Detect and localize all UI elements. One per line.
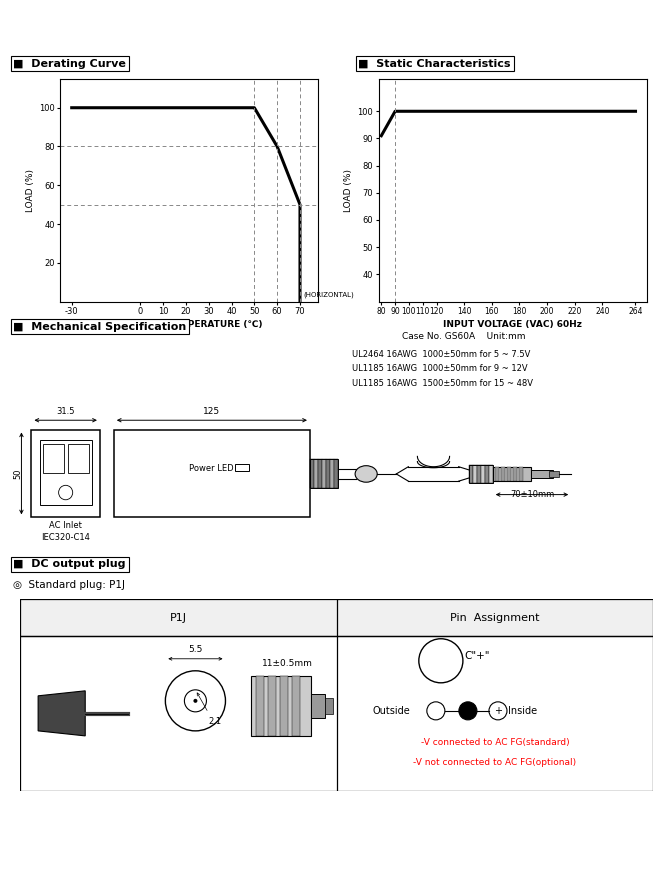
- Text: C"+": C"+": [464, 651, 489, 661]
- Bar: [513, 467, 517, 482]
- Bar: [469, 465, 473, 483]
- Bar: [234, 464, 249, 471]
- Text: 125: 125: [203, 407, 220, 416]
- Bar: [507, 467, 511, 482]
- Bar: [279, 676, 287, 736]
- Bar: [291, 676, 299, 736]
- Circle shape: [459, 702, 477, 720]
- Text: Power LED: Power LED: [190, 464, 234, 473]
- Bar: [31, 429, 100, 517]
- Text: +: +: [494, 706, 502, 716]
- Bar: [311, 694, 325, 718]
- Polygon shape: [38, 690, 85, 736]
- Text: AC Inlet
IEC320-C14: AC Inlet IEC320-C14: [42, 522, 90, 542]
- Bar: [314, 460, 318, 489]
- Bar: [531, 470, 553, 478]
- Text: Case No. GS60A    Unit:mm: Case No. GS60A Unit:mm: [402, 332, 525, 341]
- Text: -V not connected to AC FG(optional): -V not connected to AC FG(optional): [413, 759, 576, 767]
- Bar: [519, 467, 523, 482]
- Text: ■  Derating Curve: ■ Derating Curve: [13, 59, 126, 68]
- Circle shape: [194, 699, 198, 703]
- Text: UL1185 16AWG  1500±50mm for 15 ~ 48V: UL1185 16AWG 1500±50mm for 15 ~ 48V: [352, 379, 533, 388]
- Text: 50: 50: [13, 468, 22, 479]
- X-axis label: INPUT VOLTAGE (VAC) 60Hz: INPUT VOLTAGE (VAC) 60Hz: [443, 320, 582, 329]
- Text: 31.5: 31.5: [56, 407, 75, 416]
- Bar: [330, 460, 334, 489]
- Bar: [494, 467, 498, 482]
- Bar: [477, 465, 481, 483]
- Text: (HORIZONTAL): (HORIZONTAL): [304, 291, 354, 298]
- Bar: [473, 465, 477, 483]
- Bar: [318, 460, 322, 489]
- Text: UL1185 16AWG  1000±50mm for 9 ~ 12V: UL1185 16AWG 1000±50mm for 9 ~ 12V: [352, 364, 527, 373]
- Bar: [326, 460, 330, 489]
- Text: ■  Static Characteristics: ■ Static Characteristics: [358, 59, 511, 68]
- Bar: [43, 444, 64, 473]
- Text: P1J: P1J: [170, 613, 187, 622]
- Bar: [489, 465, 493, 483]
- Bar: [310, 460, 314, 489]
- Ellipse shape: [355, 466, 377, 482]
- Text: ◎  Standard plug: P1J: ◎ Standard plug: P1J: [13, 580, 125, 590]
- Bar: [469, 465, 493, 483]
- Bar: [549, 471, 559, 476]
- Text: -V connected to AC FG(standard): -V connected to AC FG(standard): [421, 739, 570, 747]
- Bar: [267, 676, 275, 736]
- Text: Pin  Assignment: Pin Assignment: [450, 613, 540, 622]
- Text: 2.1: 2.1: [208, 717, 222, 726]
- Text: ■  Mechanical Specification: ■ Mechanical Specification: [13, 322, 187, 331]
- Bar: [68, 444, 88, 473]
- X-axis label: AMBIENT TEMPERATURE (℃): AMBIENT TEMPERATURE (℃): [117, 320, 262, 329]
- Bar: [114, 429, 310, 517]
- Text: UL2464 16AWG  1000±50mm for 5 ~ 7.5V: UL2464 16AWG 1000±50mm for 5 ~ 7.5V: [352, 350, 530, 358]
- Circle shape: [427, 702, 445, 720]
- Bar: [493, 467, 531, 482]
- Text: 70±10mm: 70±10mm: [510, 489, 554, 499]
- Bar: [325, 697, 333, 714]
- Bar: [485, 465, 489, 483]
- Text: Inside: Inside: [508, 706, 537, 716]
- Text: 11±0.5mm: 11±0.5mm: [262, 659, 313, 668]
- Bar: [334, 460, 338, 489]
- Circle shape: [489, 702, 507, 720]
- Bar: [255, 676, 263, 736]
- Bar: [481, 465, 485, 483]
- Bar: [310, 460, 338, 489]
- Bar: [322, 460, 326, 489]
- Y-axis label: LOAD (%): LOAD (%): [344, 169, 353, 212]
- Bar: [501, 467, 505, 482]
- Bar: [20, 599, 653, 635]
- Bar: [40, 440, 92, 505]
- Text: Outside: Outside: [373, 706, 411, 716]
- Bar: [251, 676, 311, 736]
- Text: ■  DC output plug: ■ DC output plug: [13, 559, 126, 569]
- Text: 5.5: 5.5: [188, 645, 202, 654]
- Y-axis label: LOAD (%): LOAD (%): [26, 169, 35, 212]
